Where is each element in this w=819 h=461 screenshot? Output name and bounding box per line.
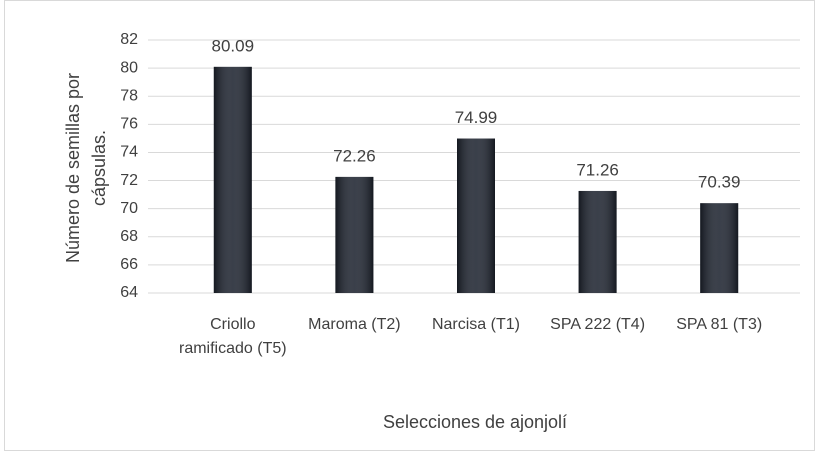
bar (700, 203, 739, 293)
value-label: 72.26 (333, 146, 376, 165)
x-axis-title: Selecciones de ajonjolí (382, 412, 568, 432)
value-label: 80.09 (212, 36, 255, 55)
x-tick-label: SPA 222 (T4) (550, 316, 646, 333)
y-tick-label: 66 (120, 256, 138, 273)
y-axis-title: Número de semillas por cápsulas. (63, 72, 109, 264)
y-tick-label: 68 (120, 228, 138, 245)
bar (578, 190, 617, 293)
y-tick-label: 70 (120, 200, 138, 217)
chart-border (4, 0, 815, 451)
value-label: 71.26 (576, 160, 619, 179)
x-tick-label: Narcisa (T1) (431, 316, 520, 333)
bar (213, 66, 252, 294)
value-label: 70.39 (698, 173, 741, 192)
x-tick-label: Criollo ramificado (T5) (179, 316, 287, 357)
y-tick-label: 64 (120, 284, 138, 301)
bar (335, 176, 374, 293)
y-tick-label: 80 (120, 59, 138, 76)
x-tick-label: Maroma (T2) (308, 316, 401, 333)
y-tick-label: 74 (120, 144, 138, 161)
y-tick-label: 72 (120, 172, 138, 189)
y-tick-label: 82 (120, 31, 138, 48)
x-tick-label: SPA 81 (T3) (676, 316, 763, 333)
y-tick-label: 78 (120, 87, 138, 104)
y-tick-label: 76 (120, 116, 138, 133)
bar (457, 138, 495, 293)
value-label: 74.99 (455, 108, 498, 127)
